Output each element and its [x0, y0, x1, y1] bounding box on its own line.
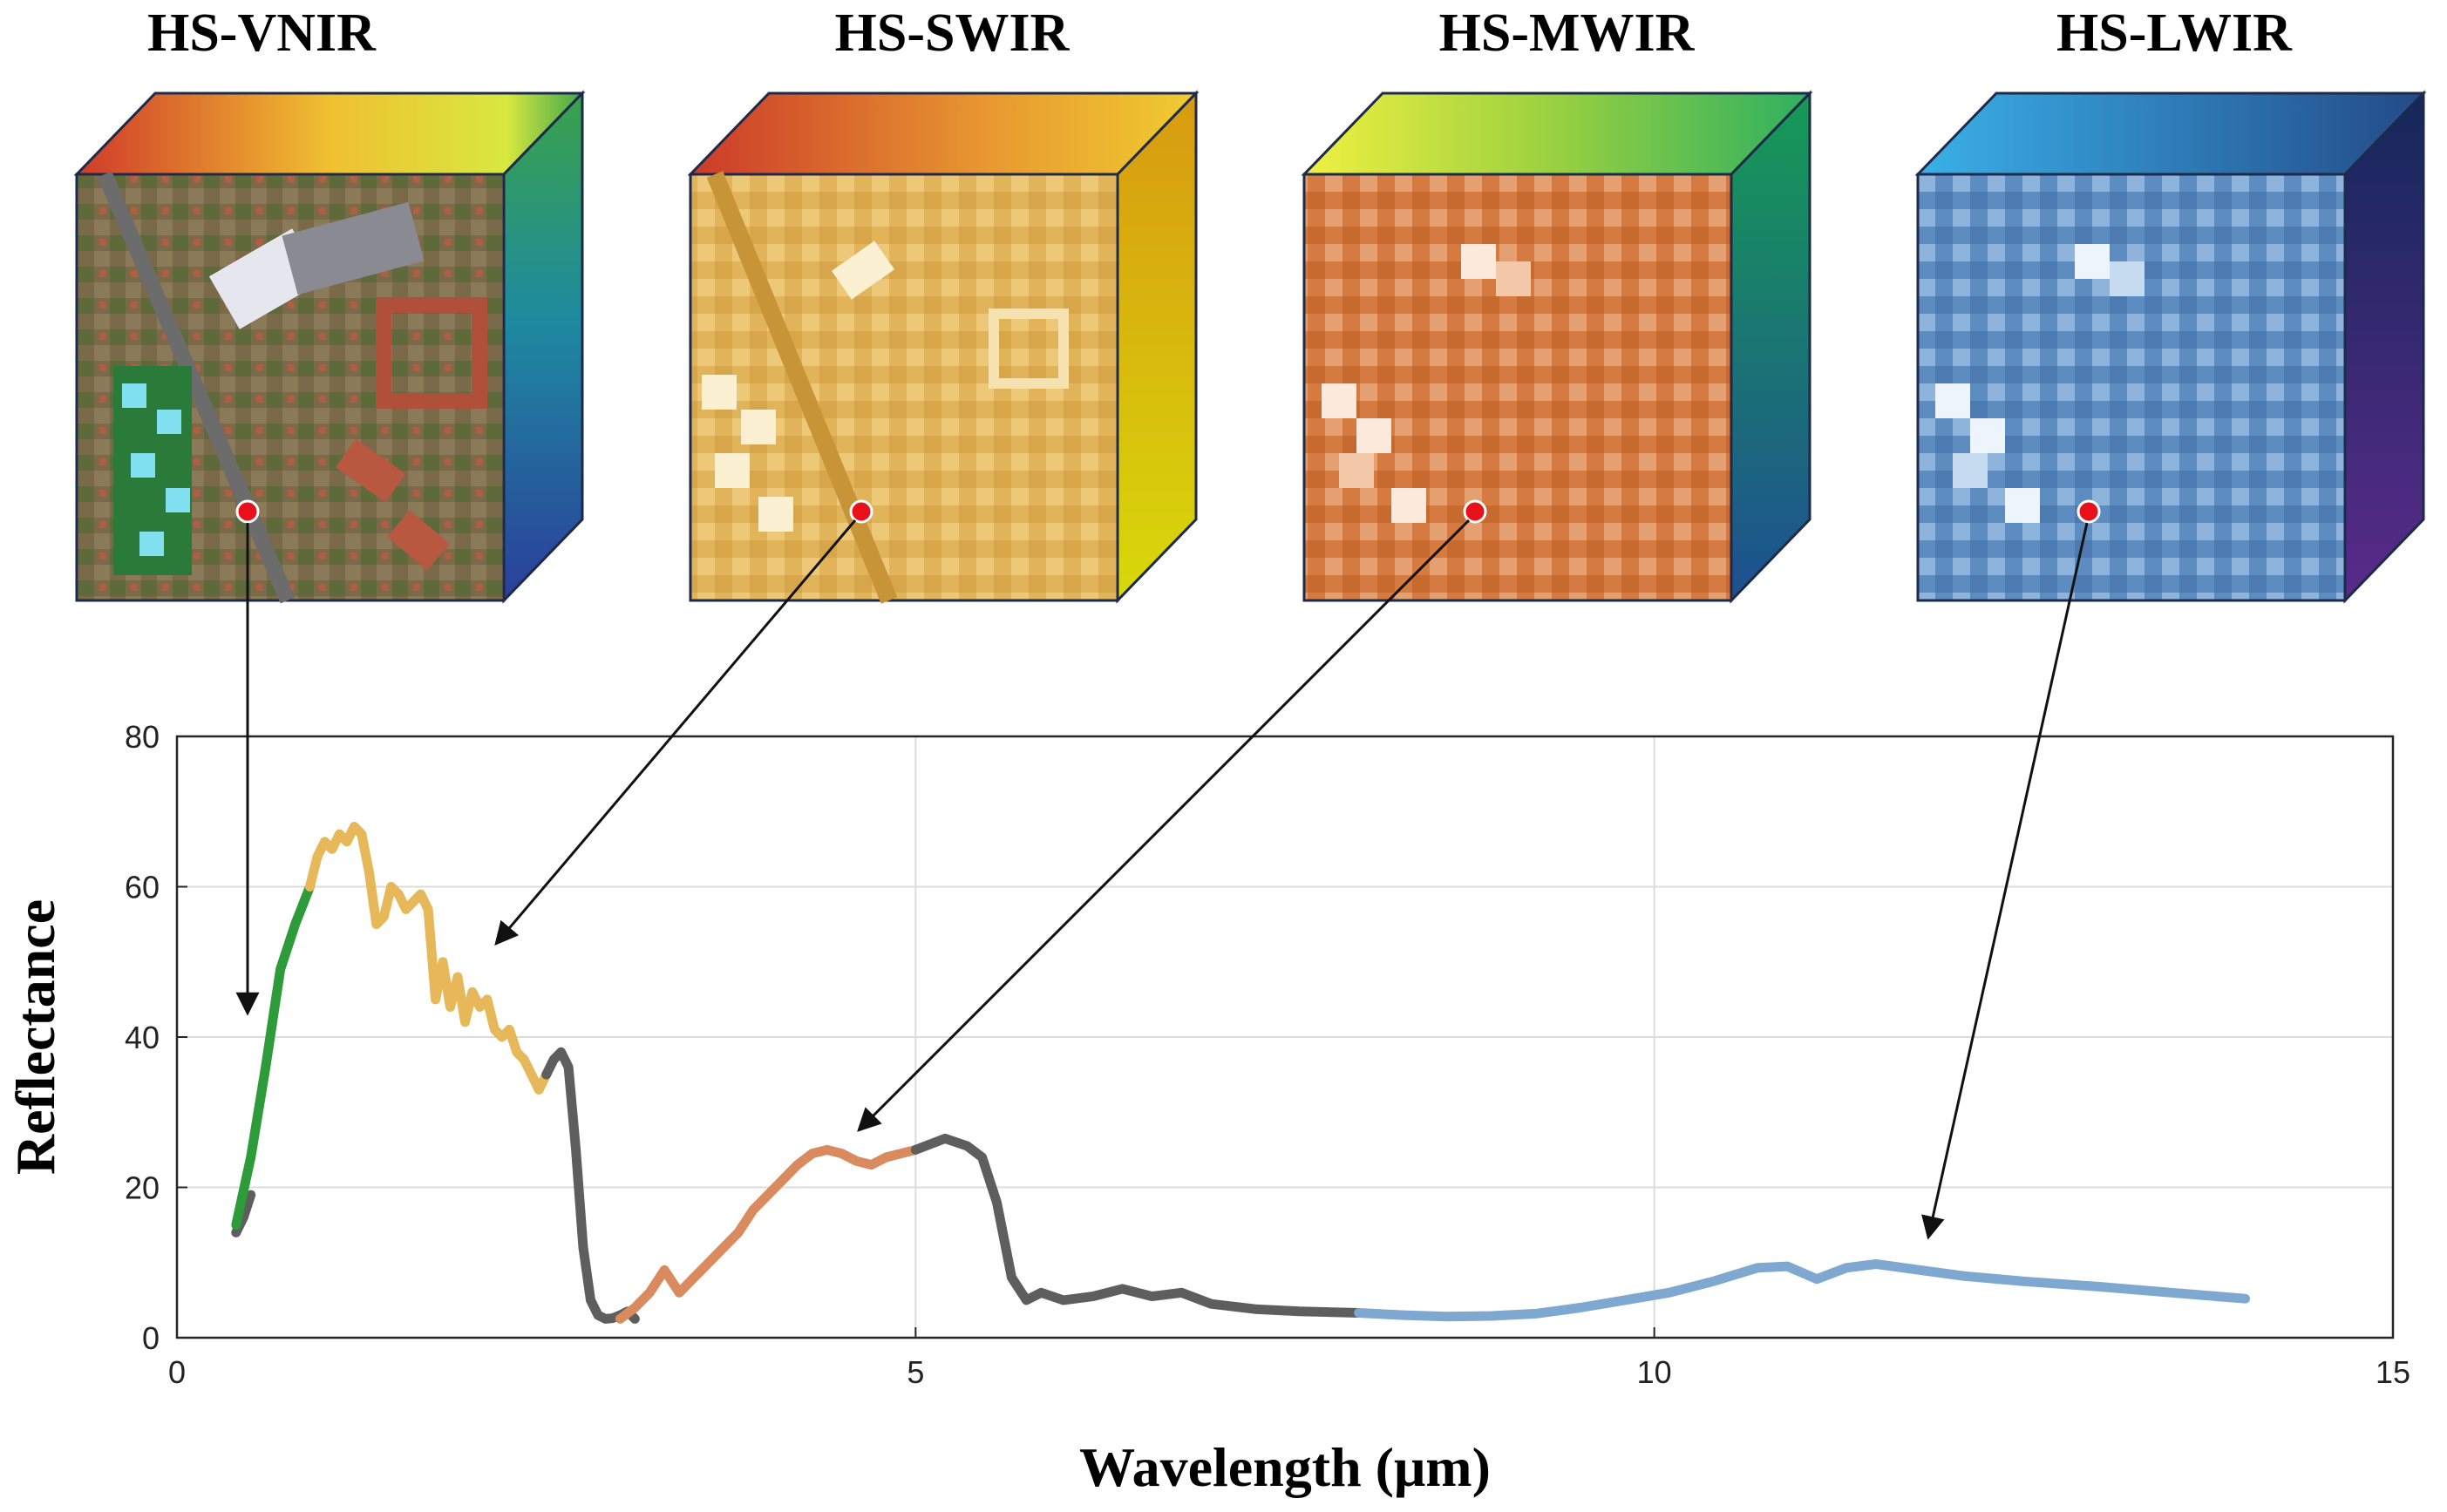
gap-segment: [541, 1047, 640, 1324]
lwir-scene-features: [1935, 244, 2145, 523]
lwir-image-face: [1916, 173, 2347, 602]
hs-vnir-segment: [231, 882, 315, 1231]
y-tick-label: 60: [125, 870, 160, 905]
swir-side-face: [1116, 90, 1198, 604]
hs-mwir-title: HS-MWIR: [1439, 3, 1696, 63]
mwir-image-face: [1302, 173, 1733, 602]
x-tick-label: 5: [907, 1354, 924, 1390]
arrows: [235, 519, 2089, 1240]
mwir-sample-point: [1463, 499, 1487, 524]
hs-mwir-cube: HS-MWIR: [1301, 3, 1813, 604]
hs-swir-segment: [305, 822, 552, 1095]
lwir-top-face: [1914, 92, 2427, 176]
x-tick-label: 0: [168, 1354, 186, 1390]
x-tick-label: 15: [2376, 1354, 2410, 1390]
axis-ticks: 0 5 10 15 0 20 40 60 80: [125, 719, 2410, 1390]
chart-series: [231, 822, 2250, 1324]
y-axis-label: Reflectance: [4, 899, 66, 1175]
lwir-arrow: [1921, 522, 2089, 1240]
mwir-scene-features: [1322, 244, 1531, 523]
hs-lwir-title: HS-LWIR: [2056, 3, 2293, 63]
y-tick-label: 0: [142, 1320, 160, 1356]
reflectance-chart: 0 5 10 15 0 20 40 60 80 Wavelength (μm) Reflecta…: [4, 719, 2410, 1498]
mwir-top-face: [1301, 92, 1813, 176]
lwir-sample-point: [2077, 499, 2101, 524]
swir-scene-features: [702, 171, 1069, 604]
hs-vnir-cube: HS-VNIR: [73, 3, 586, 604]
lwir-side-face: [2343, 90, 2425, 604]
hs-lwir-cube: HS-LWIR: [1914, 3, 2427, 604]
y-tick-label: 80: [125, 719, 160, 755]
y-tick-label: 40: [125, 1020, 160, 1055]
x-axis-label: Wavelength (μm): [1079, 1436, 1491, 1498]
hs-swir-cube: HS-SWIR: [687, 3, 1200, 604]
hs-lwir-segment: [1354, 1259, 2250, 1322]
x-tick-label: 10: [1637, 1354, 1672, 1390]
mwir-side-face: [1730, 90, 1811, 604]
vnir-scene-features: [97, 171, 487, 604]
swir-sample-point: [849, 499, 873, 524]
hs-mwir-segment: [615, 1144, 921, 1324]
y-tick-label: 20: [125, 1170, 160, 1206]
gap-segment: [910, 1133, 1364, 1318]
vnir-top-face: [73, 92, 586, 176]
swir-arrow: [494, 519, 857, 946]
hs-swir-title: HS-SWIR: [835, 3, 1071, 63]
mwir-arrow: [857, 519, 1471, 1132]
vnir-sample-point: [235, 499, 260, 524]
hs-vnir-title: HS-VNIR: [147, 3, 377, 63]
swir-top-face: [687, 92, 1200, 176]
vnir-side-face: [502, 90, 584, 604]
